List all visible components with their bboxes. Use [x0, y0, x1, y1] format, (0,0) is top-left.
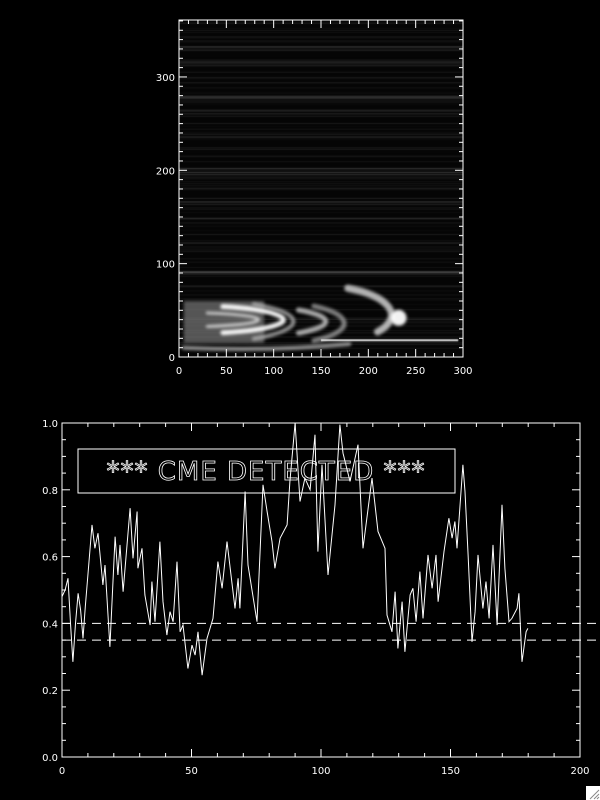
y-tick-label: 200: [156, 166, 175, 177]
y-tick-label: 0.2: [42, 686, 58, 697]
y-tick-label: 0: [169, 353, 175, 364]
x-tick-label: 100: [311, 766, 330, 777]
cme-detected-annotation: *** CME DETECTED ***: [106, 457, 425, 487]
x-tick-label: 50: [220, 366, 233, 377]
image-axes: 0 50 100 150 200 250 300 0 100 200 300: [156, 19, 473, 377]
x-tick-label: 200: [359, 366, 378, 377]
y-tick-label: 0.4: [42, 619, 58, 630]
x-tick-label: 150: [311, 366, 330, 377]
resize-grip-icon[interactable]: [586, 786, 600, 800]
plot-frame: [178, 19, 464, 358]
y-tick-label: 0.0: [42, 753, 58, 764]
x-tick-label: 0: [176, 366, 182, 377]
y-tick-label: 300: [156, 73, 175, 84]
y-tick-label: 0.6: [42, 553, 58, 564]
line-plot-axes: 0 50 100 150 200 0.0 0.2 0.4 0.6 0.8 1.0: [42, 419, 600, 777]
x-tick-label: 0: [59, 766, 65, 777]
x-tick-label: 50: [185, 766, 198, 777]
y-tick-label: 1.0: [42, 419, 58, 430]
x-tick-label: 200: [570, 766, 589, 777]
annotation-box: [77, 448, 456, 494]
series-line: [61, 422, 529, 676]
y-tick-label: 0.8: [42, 486, 58, 497]
x-tick-label: 100: [264, 366, 283, 377]
y-tick-label: 100: [156, 260, 175, 271]
x-tick-label: 300: [453, 366, 472, 377]
cme-intensity-image: [179, 20, 463, 357]
x-tick-label: 150: [441, 766, 460, 777]
x-tick-label: 250: [406, 366, 425, 377]
